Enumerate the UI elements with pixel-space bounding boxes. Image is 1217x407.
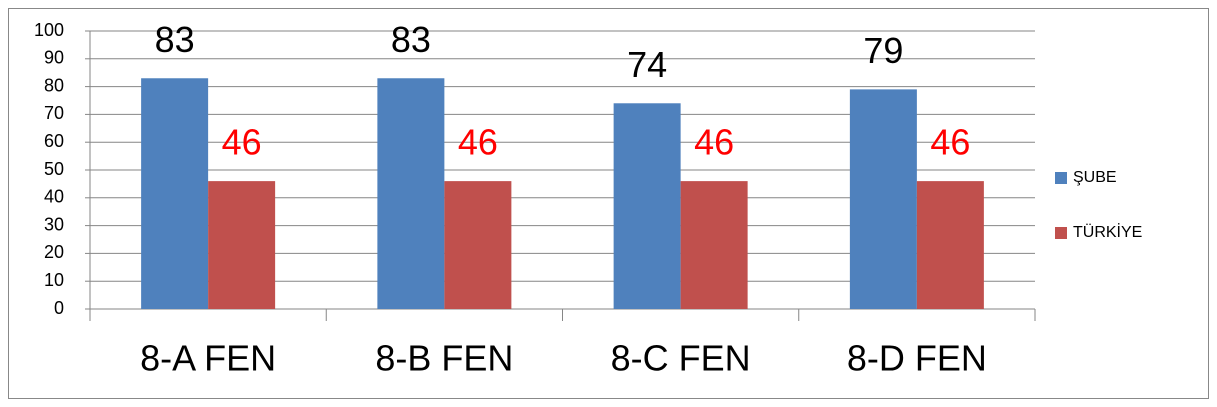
y-tick-label: 20	[44, 242, 64, 262]
data-label: 83	[391, 19, 431, 60]
bar	[916, 181, 984, 309]
data-label: 46	[694, 122, 734, 163]
y-tick-label: 80	[44, 75, 64, 95]
bar	[377, 78, 445, 309]
y-tick-label: 90	[44, 48, 64, 68]
y-tick-label: 10	[44, 270, 64, 290]
data-label: 46	[930, 122, 970, 163]
bar	[613, 103, 681, 309]
y-tick-label: 40	[44, 187, 64, 207]
data-label: 83	[155, 19, 195, 60]
x-tick-label: 8-D FEN	[847, 338, 987, 379]
data-label: 79	[863, 30, 903, 71]
bar	[444, 181, 512, 309]
data-label: 46	[458, 122, 498, 163]
x-tick-label: 8-C FEN	[611, 338, 751, 379]
bar	[680, 181, 748, 309]
data-label: 74	[627, 44, 667, 85]
y-tick-label: 50	[44, 159, 64, 179]
y-tick-label: 100	[34, 20, 64, 40]
x-tick-label: 8-A FEN	[140, 338, 276, 379]
y-tick-label: 30	[44, 214, 64, 234]
bar	[141, 78, 209, 309]
y-tick-label: 0	[54, 298, 64, 318]
legend-label: ŞUBE	[1073, 169, 1117, 186]
bar	[208, 181, 276, 309]
legend-label: TÜRKİYE	[1073, 222, 1142, 241]
data-label: 46	[222, 122, 262, 163]
y-tick-label: 60	[44, 131, 64, 151]
legend-swatch	[1055, 172, 1067, 184]
y-tick-label: 70	[44, 103, 64, 123]
x-tick-label: 8-B FEN	[375, 338, 513, 379]
bar	[849, 89, 917, 309]
legend-swatch	[1055, 227, 1067, 239]
